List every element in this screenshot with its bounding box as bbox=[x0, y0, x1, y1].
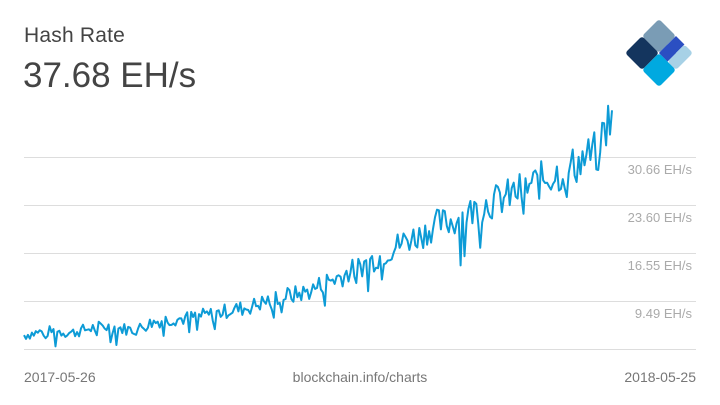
y-tick-label: 9.49 EH/s bbox=[634, 306, 692, 321]
source-link[interactable]: blockchain.info/charts bbox=[292, 369, 428, 385]
gridlines bbox=[24, 157, 696, 350]
hash-rate-line bbox=[23, 104, 613, 348]
current-value: 37.68 EH/s bbox=[23, 56, 197, 95]
chart-title: Hash Rate bbox=[24, 24, 126, 47]
y-tick-label: 23.60 EH/s bbox=[627, 210, 692, 225]
y-tick-label: 16.55 EH/s bbox=[627, 258, 692, 273]
end-date-label: 2018-05-25 bbox=[624, 369, 696, 385]
start-date-label: 2017-05-26 bbox=[24, 369, 96, 385]
y-tick-label: 30.66 EH/s bbox=[627, 162, 692, 177]
blockchain-logo-icon bbox=[626, 20, 692, 86]
